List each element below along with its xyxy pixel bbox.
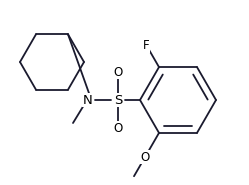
Text: O: O xyxy=(140,151,150,164)
Text: F: F xyxy=(143,39,150,52)
Text: O: O xyxy=(113,122,123,134)
Text: N: N xyxy=(83,93,93,107)
Text: S: S xyxy=(114,93,122,107)
Text: O: O xyxy=(113,65,123,78)
